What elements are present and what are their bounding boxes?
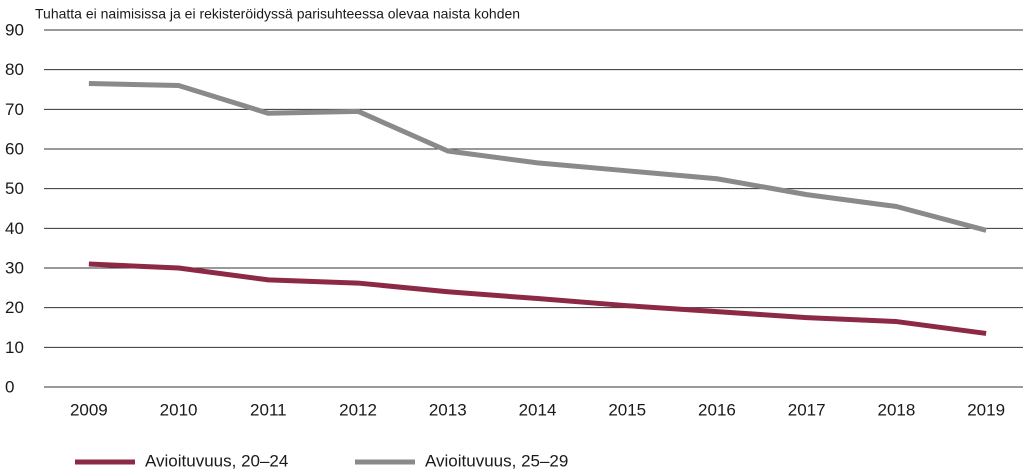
- y-tick-label: 10: [5, 338, 24, 357]
- x-tick-label: 2015: [608, 400, 646, 419]
- x-tick-label: 2009: [70, 400, 108, 419]
- y-tick-label: 80: [5, 60, 24, 79]
- x-tick-label: 2018: [877, 400, 915, 419]
- data-line: [88, 261, 987, 336]
- x-tick-label: 2016: [698, 400, 736, 419]
- y-tick-label: 90: [5, 20, 24, 39]
- y-tick-label: 0: [5, 377, 14, 396]
- x-tick-label: 2019: [967, 400, 1005, 419]
- y-tick-label: 30: [5, 258, 24, 277]
- chart-title: Tuhatta ei naimisissa ja ei rekisteröidy…: [35, 6, 520, 22]
- legend-label: Avioituvuus, 20–24: [145, 451, 288, 470]
- y-tick-label: 50: [5, 179, 24, 198]
- y-tick-label: 20: [5, 298, 24, 317]
- y-tick-label: 40: [5, 219, 24, 238]
- x-tick-label: 2017: [788, 400, 826, 419]
- x-tick-label: 2011: [250, 400, 287, 419]
- x-tick-label: 2010: [160, 400, 198, 419]
- y-tick-label: 60: [5, 139, 24, 158]
- x-tick-label: 2013: [429, 400, 467, 419]
- y-tick-label: 70: [5, 100, 24, 119]
- x-tick-label: 2012: [339, 400, 377, 419]
- data-line: [88, 81, 987, 233]
- x-tick-label: 2014: [519, 400, 557, 419]
- legend-label: Avioituvuus, 25–29: [425, 451, 568, 470]
